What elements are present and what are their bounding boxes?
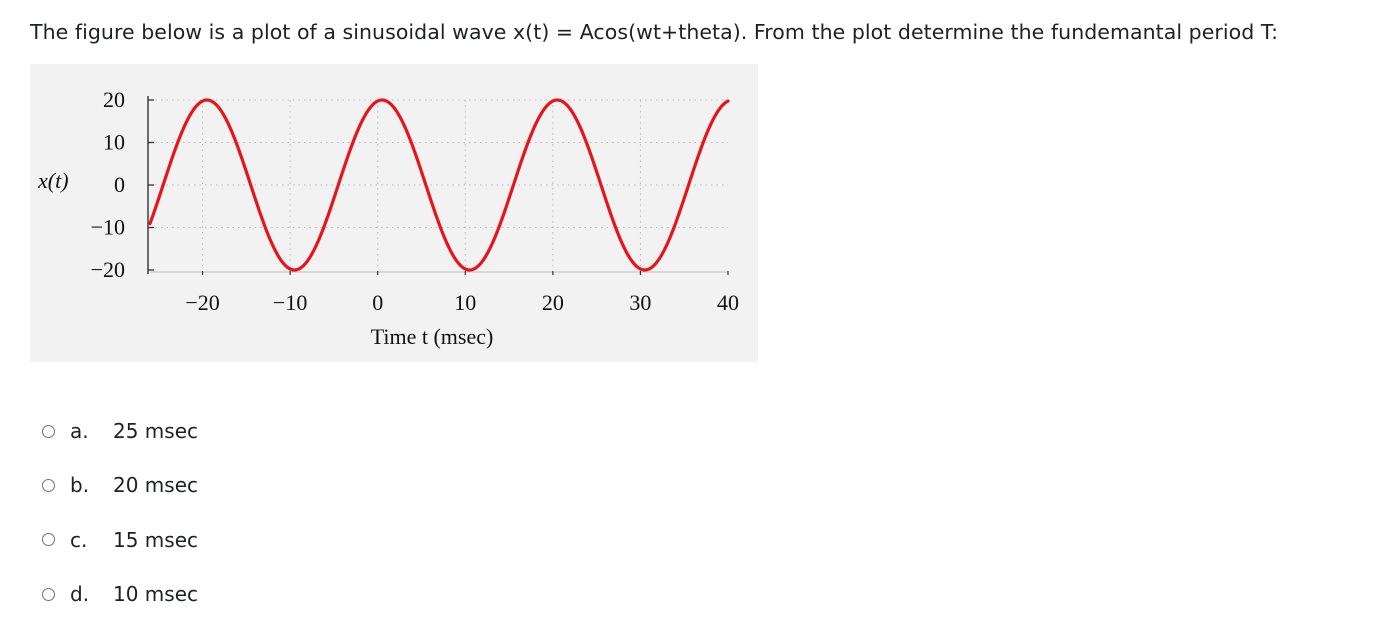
- x-tick-label: 0: [372, 290, 383, 315]
- option-a-radio[interactable]: [42, 424, 55, 438]
- option-b-letter: b.: [70, 473, 90, 498]
- x-axis-title: Time t (msec): [371, 324, 494, 349]
- answer-options: a. 25 msec b. 20 msec c. 15 msec d. 10 m…: [42, 404, 198, 621]
- x-tick-label: 40: [717, 290, 739, 315]
- option-c-text: 15 msec: [113, 527, 199, 552]
- option-b-text: 20 msec: [113, 473, 199, 498]
- grid-layer: [150, 99, 728, 273]
- option-b[interactable]: b. 20 msec: [42, 458, 198, 512]
- option-b-radio[interactable]: [42, 478, 55, 492]
- sinusoid-figure: 20 10 0 −10 −20 −20 −10 0 10 20 30 40 x(t) Time t …: [30, 64, 758, 362]
- option-a[interactable]: a. 25 msec: [42, 404, 198, 458]
- option-d-text: 10 msec: [113, 582, 199, 607]
- option-a-letter: a.: [70, 419, 89, 444]
- y-tick-label: −20: [91, 257, 125, 282]
- x-tick-layer: −20 −10 0 10 20 30 40: [185, 271, 739, 315]
- x-tick-label: 10: [454, 290, 476, 315]
- x-tick-label: −20: [185, 290, 219, 315]
- option-c[interactable]: c. 15 msec: [42, 513, 198, 567]
- option-c-radio[interactable]: [42, 533, 55, 547]
- sinusoid-series-line: [148, 98, 730, 272]
- x-tick-label: −10: [273, 290, 307, 315]
- option-d-letter: d.: [70, 582, 90, 607]
- y-tick-label: 10: [103, 130, 125, 155]
- x-tick-label: 20: [542, 290, 564, 315]
- y-tick-label: −10: [91, 215, 125, 240]
- x-tick-label: 30: [629, 290, 651, 315]
- y-tick-layer: 20 10 0 −10 −20: [91, 87, 154, 282]
- sinusoid-chart: 20 10 0 −10 −20 −20 −10 0 10 20 30 40 x(t) Time t …: [37, 87, 739, 349]
- y-tick-label: 0: [114, 172, 125, 197]
- question-text: The figure below is a plot of a sinusoid…: [30, 20, 1279, 44]
- y-tick-label: 20: [103, 87, 125, 112]
- option-d[interactable]: d. 10 msec: [42, 567, 198, 621]
- y-axis-title: x(t): [37, 168, 69, 193]
- option-d-radio[interactable]: [42, 587, 55, 601]
- option-a-text: 25 msec: [113, 419, 199, 444]
- option-c-letter: c.: [70, 527, 88, 552]
